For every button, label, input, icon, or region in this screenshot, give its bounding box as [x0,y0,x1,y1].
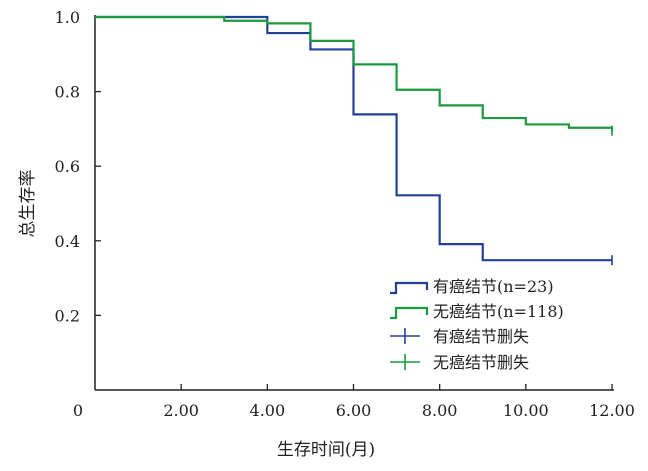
y-tick-label: 0.4 [55,232,80,251]
y-tick-label: 0.6 [55,157,80,176]
x-tick-label: 2.00 [163,401,199,420]
legend-swatch [390,306,429,320]
y-tick-label: 0.2 [55,306,80,325]
legend-label: 无癌结节删失 [433,353,529,372]
series-line-2 [95,15,614,131]
legend-label: 无癌结节(n=118) [433,302,564,321]
series-line-1 [95,15,612,262]
legend-item-3: 有癌结节删失 [390,327,529,346]
axes: 0 2.00 4.00 6.00 8.00 10.00 12.00 0.2 0.4 0.6 0.8 1… [18,8,635,460]
x-tick-label: 4.00 [250,401,286,420]
legend-item-4: 无癌结节删失 [390,353,529,372]
legend-item-2: 无癌结节(n=118) [390,302,564,321]
x-tick-label: 6.00 [336,401,372,420]
x-tick-label: 8.00 [422,401,458,420]
y-tick-label: 0.8 [55,83,80,102]
legend-label: 有癌结节(n=23) [433,277,554,296]
legend-swatch [390,281,429,295]
y-axis-title: 总生存率 [18,170,38,238]
x-tick-label: 12.00 [589,401,635,420]
legend-item-1: 有癌结节(n=23) [390,277,554,296]
x-tick-label: 0 [73,401,83,420]
y-tick-label: 1.0 [55,8,80,27]
x-tick-label: 10.00 [503,401,549,420]
x-axis-title: 生存时间(月) [277,440,375,460]
series-layer [95,15,614,266]
legend-label: 有癌结节删失 [433,327,529,346]
